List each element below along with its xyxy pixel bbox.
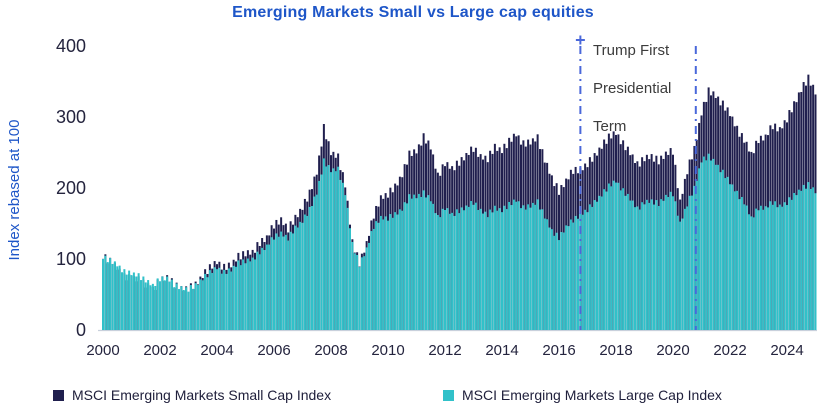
x-tick-2014: 2014 [485, 342, 519, 359]
x-tick-2018: 2018 [599, 342, 633, 359]
x-tick-2006: 2006 [257, 342, 291, 359]
small-cap-swatch [53, 389, 64, 401]
x-tick-2020: 2020 [656, 342, 690, 359]
y-tick-200: 200 [55, 178, 86, 198]
legend-item-small-cap: MSCI Emerging Markets Small Cap Index [53, 385, 331, 405]
annotation-line-3: Term [593, 118, 627, 135]
annotation-line-1: Trump First [593, 42, 670, 59]
large-cap-swatch [443, 389, 454, 401]
legend-label-large-cap: MSCI Emerging Markets Large Cap Index [462, 387, 722, 403]
y-tick-300: 300 [55, 107, 86, 127]
annotation-line-2: Presidential [593, 80, 672, 97]
chart-title: Emerging Markets Small vs Large cap equi… [232, 4, 594, 21]
y-tick-0: 0 [75, 320, 86, 340]
trump-first-term-start-cross-icon [575, 35, 585, 45]
legend-item-large-cap: MSCI Emerging Markets Large Cap Index [443, 385, 722, 405]
x-tick-2004: 2004 [200, 342, 234, 359]
y-tick-100: 100 [55, 249, 86, 269]
y-axis-label: Index rebased at 100 [6, 119, 23, 261]
large-cap-area-series [102, 153, 817, 330]
x-tick-2000: 2000 [86, 342, 120, 359]
x-tick-2008: 2008 [314, 342, 348, 359]
event-annotation: Trump First Presidential Term [593, 32, 671, 146]
x-tick-2016: 2016 [542, 342, 576, 359]
x-tick-2002: 2002 [143, 342, 177, 359]
x-tick-2010: 2010 [371, 342, 405, 359]
x-tick-2022: 2022 [713, 342, 747, 359]
x-tick-2012: 2012 [428, 342, 462, 359]
legend-label-small-cap: MSCI Emerging Markets Small Cap Index [72, 387, 332, 403]
x-tick-2024: 2024 [770, 342, 804, 359]
y-tick-400: 400 [55, 36, 86, 56]
